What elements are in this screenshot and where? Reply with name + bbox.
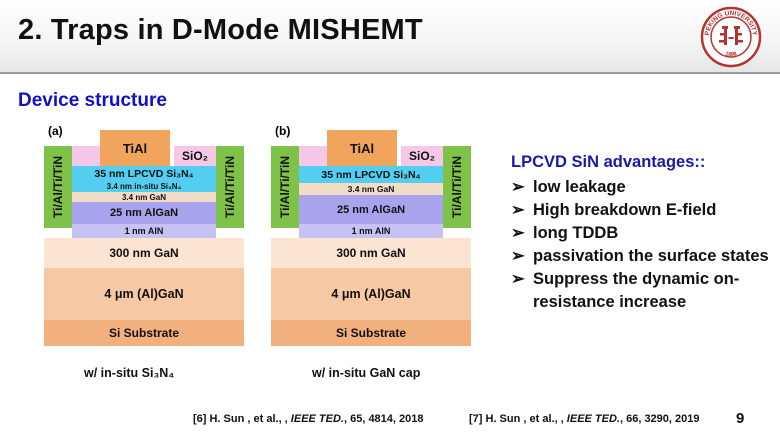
list-item: ➢ High breakdown E-field (511, 199, 773, 222)
advantages-list: ➢ low leakage ➢ High breakdown E-field ➢ lo… (511, 176, 773, 314)
layer-si-substrate: Si Substrate (44, 320, 244, 346)
slide-title: 2. Traps in D-Mode MISHEMT (18, 14, 423, 46)
contact-left: Ti/Al/Ti/TiN (44, 146, 72, 228)
page-number: 9 (736, 410, 745, 427)
arrow-bullet-icon: ➢ (511, 270, 525, 288)
reference-6: [6] H. Sun , et al., , IEEE TED., 65, 48… (193, 413, 424, 425)
contact-right: Ti/Al/Ti/TiN (216, 146, 244, 228)
layer-lpcvd-sin: 35 nm LPCVD Si₃N₄ (299, 166, 443, 183)
sio2-label: SiO₂ (174, 146, 216, 166)
layer-insitu-sin: 3.4 nm in-situ Si₃N₄ (72, 181, 216, 192)
layer-lpcvd-sin: 35 nm LPCVD Si₃N₄ (72, 166, 216, 181)
sio2-label: SiO₂ (401, 146, 443, 166)
layer-gan-300: 300 nm GaN (271, 238, 471, 268)
layer-algan: 25 nm AlGaN (72, 202, 216, 224)
gate-tial: TiAl (327, 130, 397, 166)
arrow-bullet-icon: ➢ (511, 247, 525, 265)
caption-a: w/ in-situ Si₃N₄ (84, 366, 175, 380)
arrow-bullet-icon: ➢ (511, 178, 525, 196)
logo-text-bottom: 1898 (724, 51, 737, 58)
peking-university-logo: PEKING UNIVERSITY 1898 (700, 6, 762, 68)
layer-algan: 25 nm AlGaN (299, 195, 443, 224)
panel-label-a: (a) (48, 124, 63, 138)
layer-aln: 1 nm AlN (299, 224, 443, 238)
arrow-bullet-icon: ➢ (511, 201, 525, 219)
layer-algan-4um: 4 μm (Al)GaN (271, 268, 471, 320)
contact-left: Ti/Al/Ti/TiN (271, 146, 299, 228)
gate-tial: TiAl (100, 130, 170, 166)
list-item: ➢ Suppress the dynamic on-resistance incr… (511, 270, 740, 311)
device-diagram-b: (b) SiO₂ TiAl Ti/Al/Ti/TiN Ti/Al/Ti/TiN … (271, 124, 471, 354)
layer-si-substrate: Si Substrate (271, 320, 471, 346)
panel-label-b: (b) (275, 124, 291, 138)
arrow-bullet-icon: ➢ (511, 224, 525, 242)
caption-b: w/ in-situ GaN cap (312, 366, 421, 380)
contact-right: Ti/Al/Ti/TiN (443, 146, 471, 228)
list-item: ➢ passivation the surface states (511, 245, 773, 268)
list-item: ➢ long TDDB (511, 222, 773, 245)
header-divider (0, 72, 780, 74)
layer-gan-300: 300 nm GaN (44, 238, 244, 268)
layer-aln: 1 nm AlN (72, 224, 216, 238)
svg-text:1898: 1898 (724, 51, 737, 58)
layer-gan-cap: 3.4 nm GaN (72, 192, 216, 202)
device-diagram-a: (a) SiO₂ TiAl Ti/Al/Ti/TiN Ti/Al/Ti/TiN … (44, 124, 244, 354)
layer-algan-4um: 4 μm (Al)GaN (44, 268, 244, 320)
layer-gan-cap: 3.4 nm GaN (299, 183, 443, 195)
reference-7: [7] H. Sun , et al., , IEEE TED., 66, 32… (469, 413, 700, 425)
section-title: Device structure (18, 90, 167, 111)
slide-header: 2. Traps in D-Mode MISHEMT PEKING UNIVER… (0, 0, 780, 72)
list-item: ➢ low leakage (511, 176, 773, 199)
advantages-title: LPCVD SiN advantages:: (511, 153, 706, 171)
